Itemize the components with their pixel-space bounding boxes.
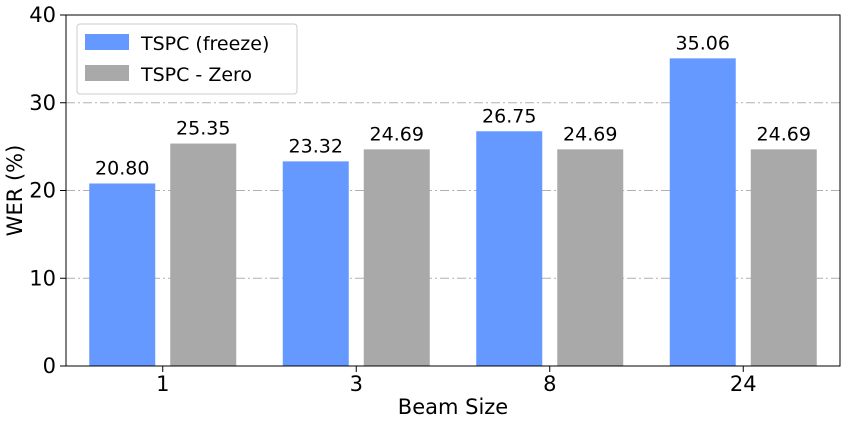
bar-value-label: 25.35: [176, 118, 230, 140]
y-tick-label: 20: [29, 179, 56, 203]
y-axis-ticks: 0 10 20 30 40: [29, 3, 66, 378]
bar: [669, 58, 736, 366]
bar-value-label: 26.75: [482, 105, 536, 127]
legend-swatch-tspc-zero: [85, 65, 129, 81]
x-axis-ticks: 1 3 8 24: [156, 366, 757, 396]
legend-label-tspc-freeze: TSPC (freeze): [140, 33, 269, 55]
legend-box: [76, 23, 298, 95]
bars: [89, 58, 817, 366]
bar: [363, 149, 430, 366]
y-axis-label: WER (%): [3, 145, 27, 237]
bar: [476, 131, 543, 366]
bar: [282, 161, 349, 366]
legend-swatch-tspc-freeze: [85, 34, 129, 50]
bar: [89, 183, 156, 366]
x-tick-label: 3: [350, 372, 363, 396]
x-tick-label: 1: [156, 372, 169, 396]
y-tick-label: 0: [43, 354, 56, 378]
grid-lines: [66, 102, 840, 279]
data-labels: 20.80 25.35 23.32 24.69 26.75 24.69 35.06 24.69: [95, 32, 811, 179]
bar-value-label: 20.80: [95, 157, 149, 179]
x-tick-label: 8: [543, 372, 556, 396]
bar-value-label: 24.69: [370, 123, 424, 145]
bar-value-label: 24.69: [563, 123, 617, 145]
y-tick-label: 40: [29, 3, 56, 27]
legend: TSPC (freeze) TSPC - Zero: [76, 23, 298, 95]
bar: [170, 143, 237, 366]
legend-label-tspc-zero: TSPC - Zero: [140, 64, 252, 86]
bar: [557, 149, 624, 366]
bar: [750, 149, 817, 366]
bar-value-label: 24.69: [757, 123, 811, 145]
bar-value-label: 23.32: [289, 135, 343, 157]
y-tick-label: 10: [29, 266, 56, 290]
bar-value-label: 35.06: [676, 32, 730, 54]
y-tick-label: 30: [29, 91, 56, 115]
x-axis-label: Beam Size: [398, 395, 508, 419]
x-tick-label: 24: [730, 372, 757, 396]
